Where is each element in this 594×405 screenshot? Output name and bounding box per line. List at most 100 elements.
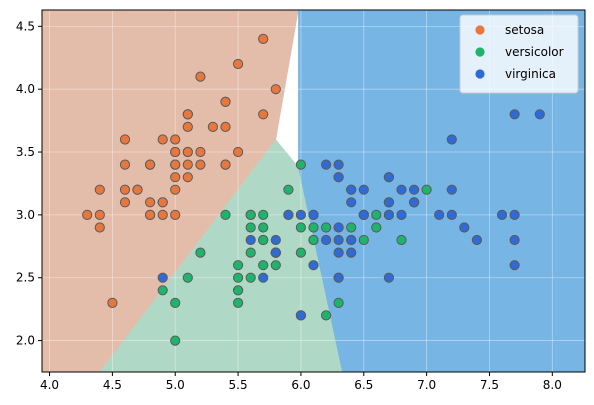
point-setosa xyxy=(182,172,193,183)
point-virginica xyxy=(534,109,545,120)
y-tick-label: 2.5 xyxy=(16,271,35,285)
point-versicolor xyxy=(258,222,269,233)
point-setosa xyxy=(258,109,269,120)
legend-label-versicolor: versicolor xyxy=(505,45,564,59)
point-versicolor xyxy=(295,247,306,258)
point-setosa xyxy=(170,134,181,145)
point-virginica xyxy=(333,247,344,258)
legend-label-setosa: setosa xyxy=(505,23,544,37)
decision-regions xyxy=(42,10,585,372)
y-tick-label: 3.5 xyxy=(16,145,35,159)
point-virginica xyxy=(396,184,407,195)
point-versicolor xyxy=(258,260,269,271)
point-virginica xyxy=(333,222,344,233)
point-versicolor xyxy=(295,222,306,233)
point-setosa xyxy=(220,159,231,170)
point-setosa xyxy=(119,159,131,170)
point-virginica xyxy=(321,159,332,170)
point-setosa xyxy=(195,159,206,170)
point-virginica xyxy=(358,209,369,220)
point-virginica xyxy=(321,234,332,246)
y-tick-label: 2.0 xyxy=(16,334,35,348)
point-virginica xyxy=(245,234,256,246)
point-virginica xyxy=(496,209,508,220)
point-virginica xyxy=(409,184,420,195)
point-virginica xyxy=(157,272,168,283)
legend-label-virginica: virginica xyxy=(505,67,556,81)
point-versicolor xyxy=(233,297,244,308)
point-setosa xyxy=(170,159,181,170)
x-axis: 4.0 4.5 5.0 5.5 6.0 6.5 7.0 7.5 8.0 xyxy=(40,372,562,392)
point-setosa xyxy=(170,146,181,158)
plot-frame xyxy=(41,9,586,373)
x-tick-label: 5.5 xyxy=(229,378,248,392)
point-versicolor xyxy=(195,247,206,258)
point-virginica xyxy=(346,234,357,246)
point-versicolor xyxy=(233,285,244,296)
point-virginica xyxy=(396,209,407,220)
point-versicolor xyxy=(245,209,256,220)
point-setosa xyxy=(145,159,156,170)
point-virginica xyxy=(346,197,357,208)
point-setosa xyxy=(94,209,105,220)
point-setosa xyxy=(182,159,193,170)
point-virginica xyxy=(446,184,457,195)
point-setosa xyxy=(145,209,156,220)
point-versicolor xyxy=(371,209,382,220)
x-tick-label: 8.0 xyxy=(543,378,562,392)
y-tick-label: 4.0 xyxy=(16,82,35,96)
point-virginica xyxy=(509,109,520,120)
point-virginica xyxy=(409,197,420,208)
point-setosa xyxy=(233,146,244,158)
point-versicolor xyxy=(358,234,369,246)
point-virginica xyxy=(446,134,457,145)
point-virginica xyxy=(509,209,520,220)
point-virginica xyxy=(270,247,281,258)
legend-box xyxy=(459,14,579,94)
point-versicolor xyxy=(258,209,269,220)
point-setosa xyxy=(233,58,244,70)
point-virginica xyxy=(509,260,520,271)
point-versicolor xyxy=(308,222,319,233)
x-tick-label: 6.5 xyxy=(354,378,373,392)
point-virginica xyxy=(383,197,394,208)
y-tick-label: 3.0 xyxy=(16,208,35,222)
point-setosa xyxy=(157,209,168,220)
point-virginica xyxy=(346,247,357,258)
point-versicolor xyxy=(421,184,432,195)
point-virginica xyxy=(283,209,294,220)
point-versicolor xyxy=(220,209,231,220)
point-setosa xyxy=(119,184,131,195)
point-setosa xyxy=(220,96,231,107)
x-tick-label: 4.0 xyxy=(40,378,59,392)
point-versicolor xyxy=(245,272,256,283)
point-virginica xyxy=(258,272,269,283)
point-versicolor xyxy=(170,335,181,346)
point-versicolor xyxy=(295,159,306,170)
point-virginica xyxy=(509,234,520,246)
x-tick-label: 7.0 xyxy=(417,378,436,392)
point-setosa xyxy=(182,146,193,158)
point-setosa xyxy=(182,121,193,133)
point-setosa xyxy=(94,184,105,195)
point-setosa xyxy=(207,121,218,133)
point-setosa xyxy=(157,197,168,208)
point-virginica xyxy=(333,272,344,283)
point-virginica xyxy=(383,172,394,183)
point-versicolor xyxy=(233,272,244,283)
point-setosa xyxy=(258,33,269,45)
data-points xyxy=(82,33,545,346)
point-setosa xyxy=(170,209,181,220)
point-virginica xyxy=(333,234,344,246)
point-versicolor xyxy=(245,247,256,258)
point-virginica xyxy=(358,184,369,195)
point-setosa xyxy=(270,84,281,95)
x-tick-label: 6.0 xyxy=(291,378,310,392)
point-versicolor xyxy=(333,297,344,308)
point-virginica xyxy=(459,222,470,233)
point-virginica xyxy=(434,209,445,220)
legend-marker-versicolor xyxy=(475,47,485,57)
point-setosa xyxy=(182,109,193,120)
point-virginica xyxy=(446,209,457,220)
